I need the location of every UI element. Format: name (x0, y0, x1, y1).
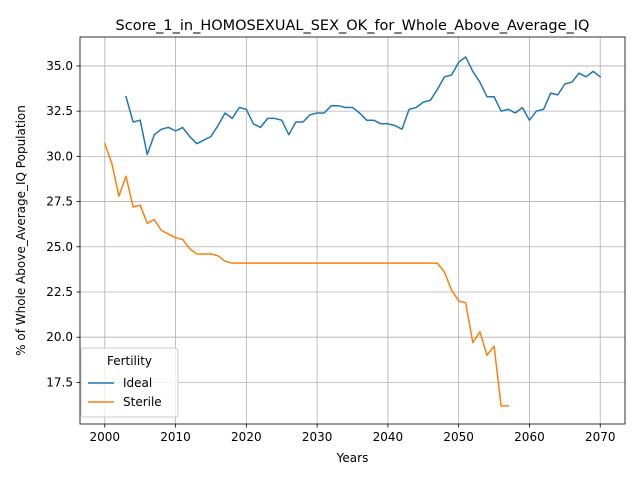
y-tick-label: 22.5 (46, 285, 73, 299)
y-axis-title: % of Whole Above_Average_IQ Population (14, 105, 28, 356)
x-tick-label: 2040 (373, 430, 404, 444)
x-axis-title: Years (336, 451, 369, 465)
y-tick-label: 20.0 (46, 330, 73, 344)
x-tick-label: 2000 (89, 430, 120, 444)
series-line-sterile (103, 142, 509, 407)
y-tick-label: 32.5 (46, 104, 73, 118)
x-tick-label: 2060 (514, 430, 545, 444)
x-tick-label: 2070 (585, 430, 616, 444)
y-tick-label: 30.0 (46, 149, 73, 163)
x-tick-label: 2010 (160, 430, 191, 444)
y-tick-label: 27.5 (46, 195, 73, 209)
y-tick-label: 35.0 (46, 59, 73, 73)
legend-box (80, 347, 179, 418)
y-tick-label: 17.5 (46, 375, 73, 389)
x-axis-ticks: 2000 2010 2020 2030 2040 2050 2060 2070 (89, 424, 616, 444)
series-lines (103, 56, 602, 407)
legend-label-ideal: Ideal (123, 376, 152, 390)
y-axis-ticks: 17.5 20.0 22.5 25.0 27.5 30.0 32.5 35.0 (46, 59, 80, 389)
legend: Fertility Ideal Sterile (80, 347, 179, 418)
x-tick-label: 2030 (302, 430, 333, 444)
legend-title: Fertility (107, 354, 152, 368)
x-tick-label: 2050 (443, 430, 474, 444)
chart-title: Score_1_in_HOMOSEXUAL_SEX_OK_for_Whole_A… (116, 18, 590, 34)
x-tick-label: 2020 (231, 430, 262, 444)
plot-frame (79, 36, 626, 425)
y-tick-label: 25.0 (46, 240, 73, 254)
series-line-ideal (125, 56, 602, 156)
legend-label-sterile: Sterile (123, 395, 162, 409)
